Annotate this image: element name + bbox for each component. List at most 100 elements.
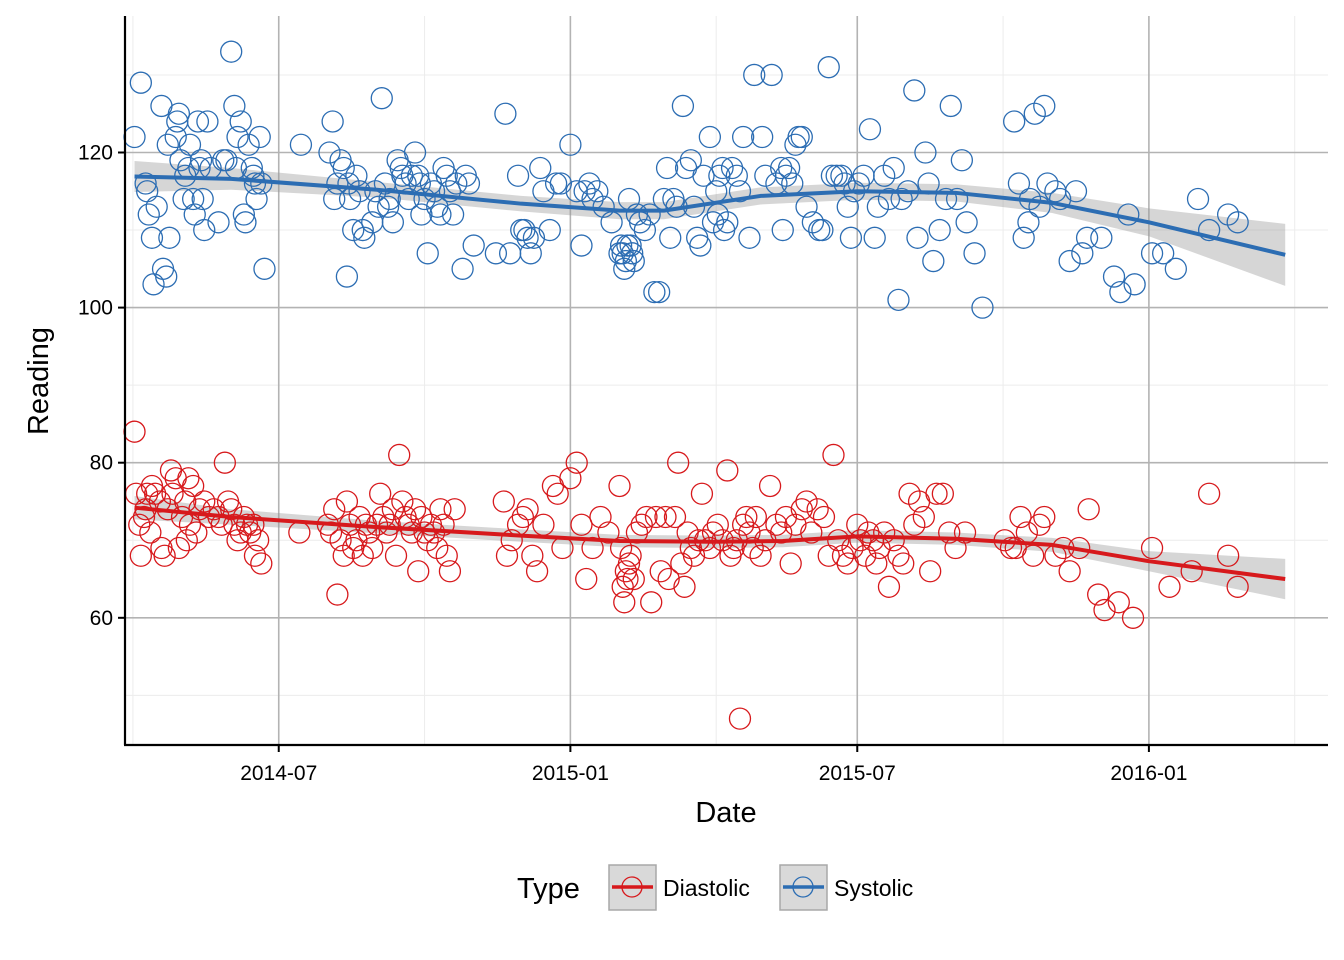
systolic-point xyxy=(332,156,355,180)
diastolic-point xyxy=(608,474,631,498)
legend: Type Diastolic Systolic xyxy=(517,864,913,911)
diastolic-point xyxy=(570,513,593,536)
diastolic-point xyxy=(758,474,782,498)
legend-label-systolic: Systolic xyxy=(834,875,913,901)
systolic-point xyxy=(795,195,818,218)
systolic-point xyxy=(914,141,937,164)
diastolic-point xyxy=(361,536,384,560)
systolic-point xyxy=(529,156,552,180)
diastolic-point xyxy=(185,521,208,544)
diastolic-point xyxy=(516,498,539,521)
systolic-point xyxy=(193,218,216,242)
systolic-point xyxy=(140,226,164,249)
diastolic-point xyxy=(388,443,411,467)
systolic-point xyxy=(348,180,371,203)
diastolic-point xyxy=(432,513,455,536)
systolic-point xyxy=(711,156,734,180)
diastolic-point xyxy=(575,567,598,591)
diastolic-point xyxy=(619,544,642,567)
systolic-point xyxy=(318,141,341,164)
systolic-point xyxy=(790,125,813,149)
systolic-point xyxy=(1140,242,1164,265)
diastolic-point xyxy=(369,482,392,505)
systolic-point xyxy=(1003,110,1026,133)
legend-title: Type xyxy=(517,873,580,905)
systolic-point xyxy=(720,156,744,180)
x-tick-label: 2015-07 xyxy=(819,762,896,785)
systolic-point xyxy=(836,195,859,218)
systolic-point xyxy=(820,164,844,187)
systolic-point xyxy=(544,172,568,195)
systolic-point xyxy=(134,172,157,195)
systolic-trend-line xyxy=(134,174,1286,257)
diastolic-point xyxy=(1216,544,1240,567)
systolic-point xyxy=(1058,249,1081,273)
systolic-point xyxy=(196,110,219,133)
systolic-point xyxy=(692,164,715,187)
systolic-point xyxy=(178,133,202,156)
diastolic-point xyxy=(795,490,818,513)
diastolic-point xyxy=(384,544,408,567)
systolic-point xyxy=(337,172,360,195)
diastolic-point xyxy=(511,505,534,529)
systolic-point xyxy=(232,203,256,226)
systolic-point xyxy=(609,234,633,257)
diastolic-point xyxy=(654,505,677,529)
systolic-point xyxy=(549,172,573,195)
diastolic-point xyxy=(630,513,653,536)
systolic-point xyxy=(777,156,801,180)
systolic-point xyxy=(847,172,870,195)
systolic-point xyxy=(182,187,205,211)
diastolic-point xyxy=(887,544,910,567)
systolic-point xyxy=(863,226,886,249)
diastolic-point xyxy=(443,498,466,521)
diastolic-point xyxy=(698,536,722,560)
systolic-point xyxy=(164,125,187,149)
diastolic-point xyxy=(357,521,381,544)
systolic-point xyxy=(370,87,393,110)
diastolic-point xyxy=(822,443,845,467)
systolic-point xyxy=(679,149,702,172)
diastolic-point xyxy=(597,521,620,544)
systolic-point xyxy=(945,187,969,211)
systolic-point xyxy=(422,180,446,203)
systolic-point xyxy=(207,211,230,234)
major-grid xyxy=(125,16,1328,745)
diastolic-point xyxy=(378,513,401,536)
diastolic-point xyxy=(326,583,349,606)
systolic-point xyxy=(659,226,682,249)
diastolic-point xyxy=(827,529,850,552)
systolic-point xyxy=(839,226,863,249)
systolic-point xyxy=(725,164,748,187)
systolic-point xyxy=(1152,242,1175,265)
diastolic-point xyxy=(1158,575,1181,598)
systolic-point xyxy=(698,125,722,149)
systolic-point xyxy=(397,187,420,211)
diastolic-point xyxy=(220,498,243,521)
systolic-point xyxy=(494,102,517,125)
legend-label-diastolic: Diastolic xyxy=(663,875,750,901)
diastolic-point xyxy=(202,498,225,521)
systolic-point xyxy=(223,94,246,118)
systolic-point xyxy=(242,164,265,187)
systolic-point xyxy=(457,172,481,195)
systolic-point xyxy=(253,257,276,280)
systolic-point xyxy=(1007,172,1031,195)
diastolic-point xyxy=(667,451,690,474)
diastolic-point xyxy=(323,498,346,521)
systolic-point xyxy=(1102,265,1126,288)
systolic-point xyxy=(416,242,439,265)
diastolic-trend-line xyxy=(134,505,1286,582)
diastolic-point xyxy=(213,451,237,474)
diastolic-point xyxy=(919,560,942,583)
y-tick-label: 60 xyxy=(90,607,113,630)
systolic-point xyxy=(1197,218,1221,242)
diastolic-point xyxy=(129,544,152,567)
minor-grid xyxy=(125,16,1328,745)
y-axis-title: Reading xyxy=(23,327,55,435)
systolic-point xyxy=(519,242,542,265)
diastolic-point xyxy=(800,521,823,544)
systolic-point xyxy=(716,211,739,234)
systolic-point xyxy=(731,125,755,149)
diastolic-point xyxy=(812,505,836,529)
